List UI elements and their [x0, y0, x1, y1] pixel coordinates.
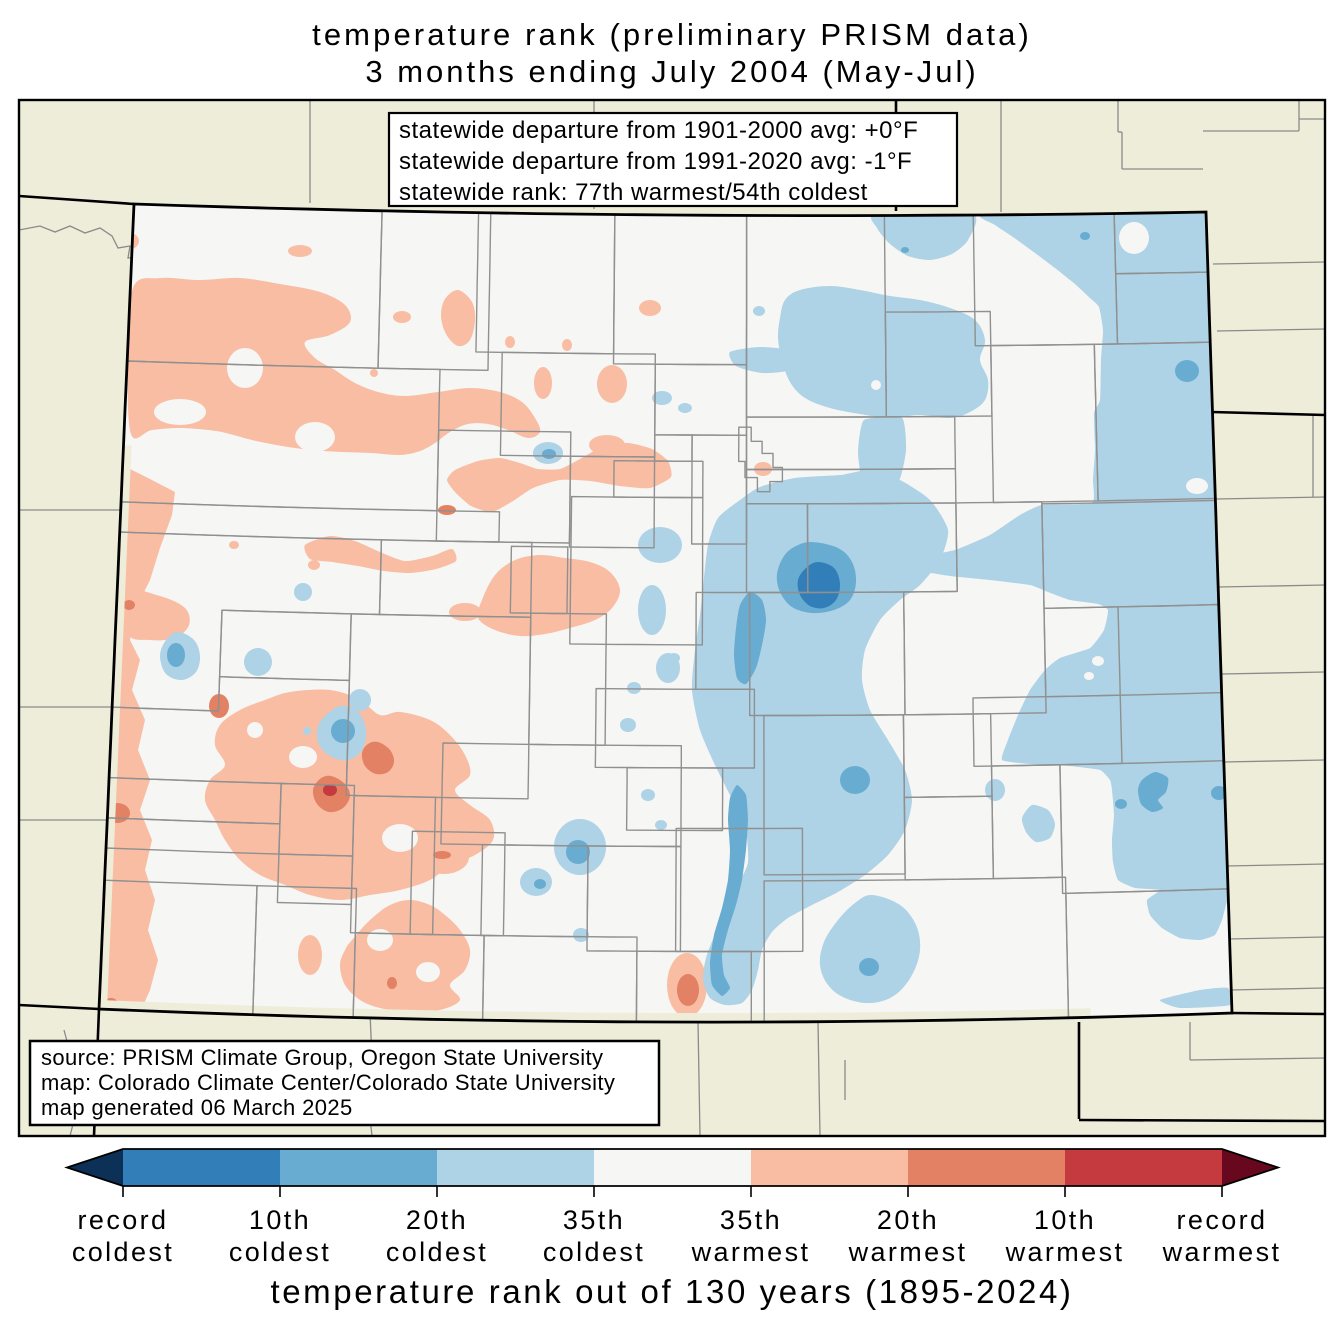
- svg-text:map generated 06 March 2025: map generated 06 March 2025: [41, 1095, 353, 1120]
- svg-text:warmest: warmest: [1005, 1237, 1125, 1267]
- svg-text:temperature rank out of 130 ye: temperature rank out of 130 years (1895-…: [270, 1273, 1073, 1310]
- svg-text:record: record: [78, 1205, 169, 1235]
- svg-text:10th: 10th: [249, 1205, 311, 1235]
- svg-text:20th: 20th: [877, 1205, 939, 1235]
- svg-text:source: PRISM Climate Group, O: source: PRISM Climate Group, Oregon Stat…: [41, 1045, 603, 1070]
- svg-text:20th: 20th: [406, 1205, 468, 1235]
- svg-text:warmest: warmest: [848, 1237, 968, 1267]
- svg-text:statewide departure from 1901-: statewide departure from 1901-2000 avg: …: [399, 117, 918, 144]
- svg-text:statewide departure from 1991-: statewide departure from 1991-2020 avg: …: [399, 148, 912, 175]
- svg-text:warmest: warmest: [691, 1237, 811, 1267]
- svg-text:coldest: coldest: [72, 1237, 174, 1267]
- svg-text:statewide rank: 77th warmest/5: statewide rank: 77th warmest/54th coldes…: [399, 179, 868, 206]
- svg-text:coldest: coldest: [543, 1237, 645, 1267]
- svg-text:warmest: warmest: [1162, 1237, 1282, 1267]
- svg-text:35th: 35th: [563, 1205, 625, 1235]
- svg-text:3 months ending July 2004 (May: 3 months ending July 2004 (May-Jul): [365, 54, 978, 89]
- svg-text:coldest: coldest: [386, 1237, 488, 1267]
- svg-text:35th: 35th: [720, 1205, 782, 1235]
- svg-text:coldest: coldest: [229, 1237, 331, 1267]
- svg-text:record: record: [1177, 1205, 1268, 1235]
- svg-text:temperature rank (preliminary: temperature rank (preliminary PRISM data…: [312, 17, 1032, 52]
- svg-text:map: Colorado Climate Center/C: map: Colorado Climate Center/Colorado St…: [41, 1070, 615, 1095]
- svg-text:10th: 10th: [1034, 1205, 1096, 1235]
